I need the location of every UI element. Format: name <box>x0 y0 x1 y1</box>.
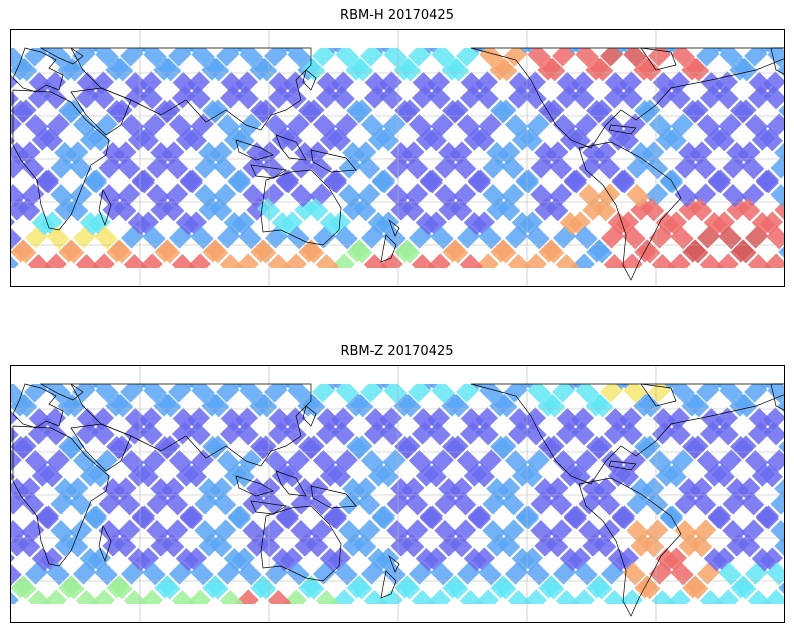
swath-layer <box>11 48 784 268</box>
coastlines <box>12 383 784 617</box>
swath-layer <box>11 384 784 604</box>
panel-title-rbm-h: RBM-H 20170425 <box>340 8 454 23</box>
map-canvas <box>11 366 784 622</box>
map-rbm-z[interactable] <box>10 365 785 623</box>
coastlines <box>12 47 784 281</box>
map-rbm-h[interactable] <box>10 29 785 287</box>
graticule <box>11 366 784 622</box>
map-canvas <box>11 30 784 286</box>
panel-title-rbm-z: RBM-Z 20170425 <box>340 344 454 359</box>
graticule <box>11 30 784 286</box>
